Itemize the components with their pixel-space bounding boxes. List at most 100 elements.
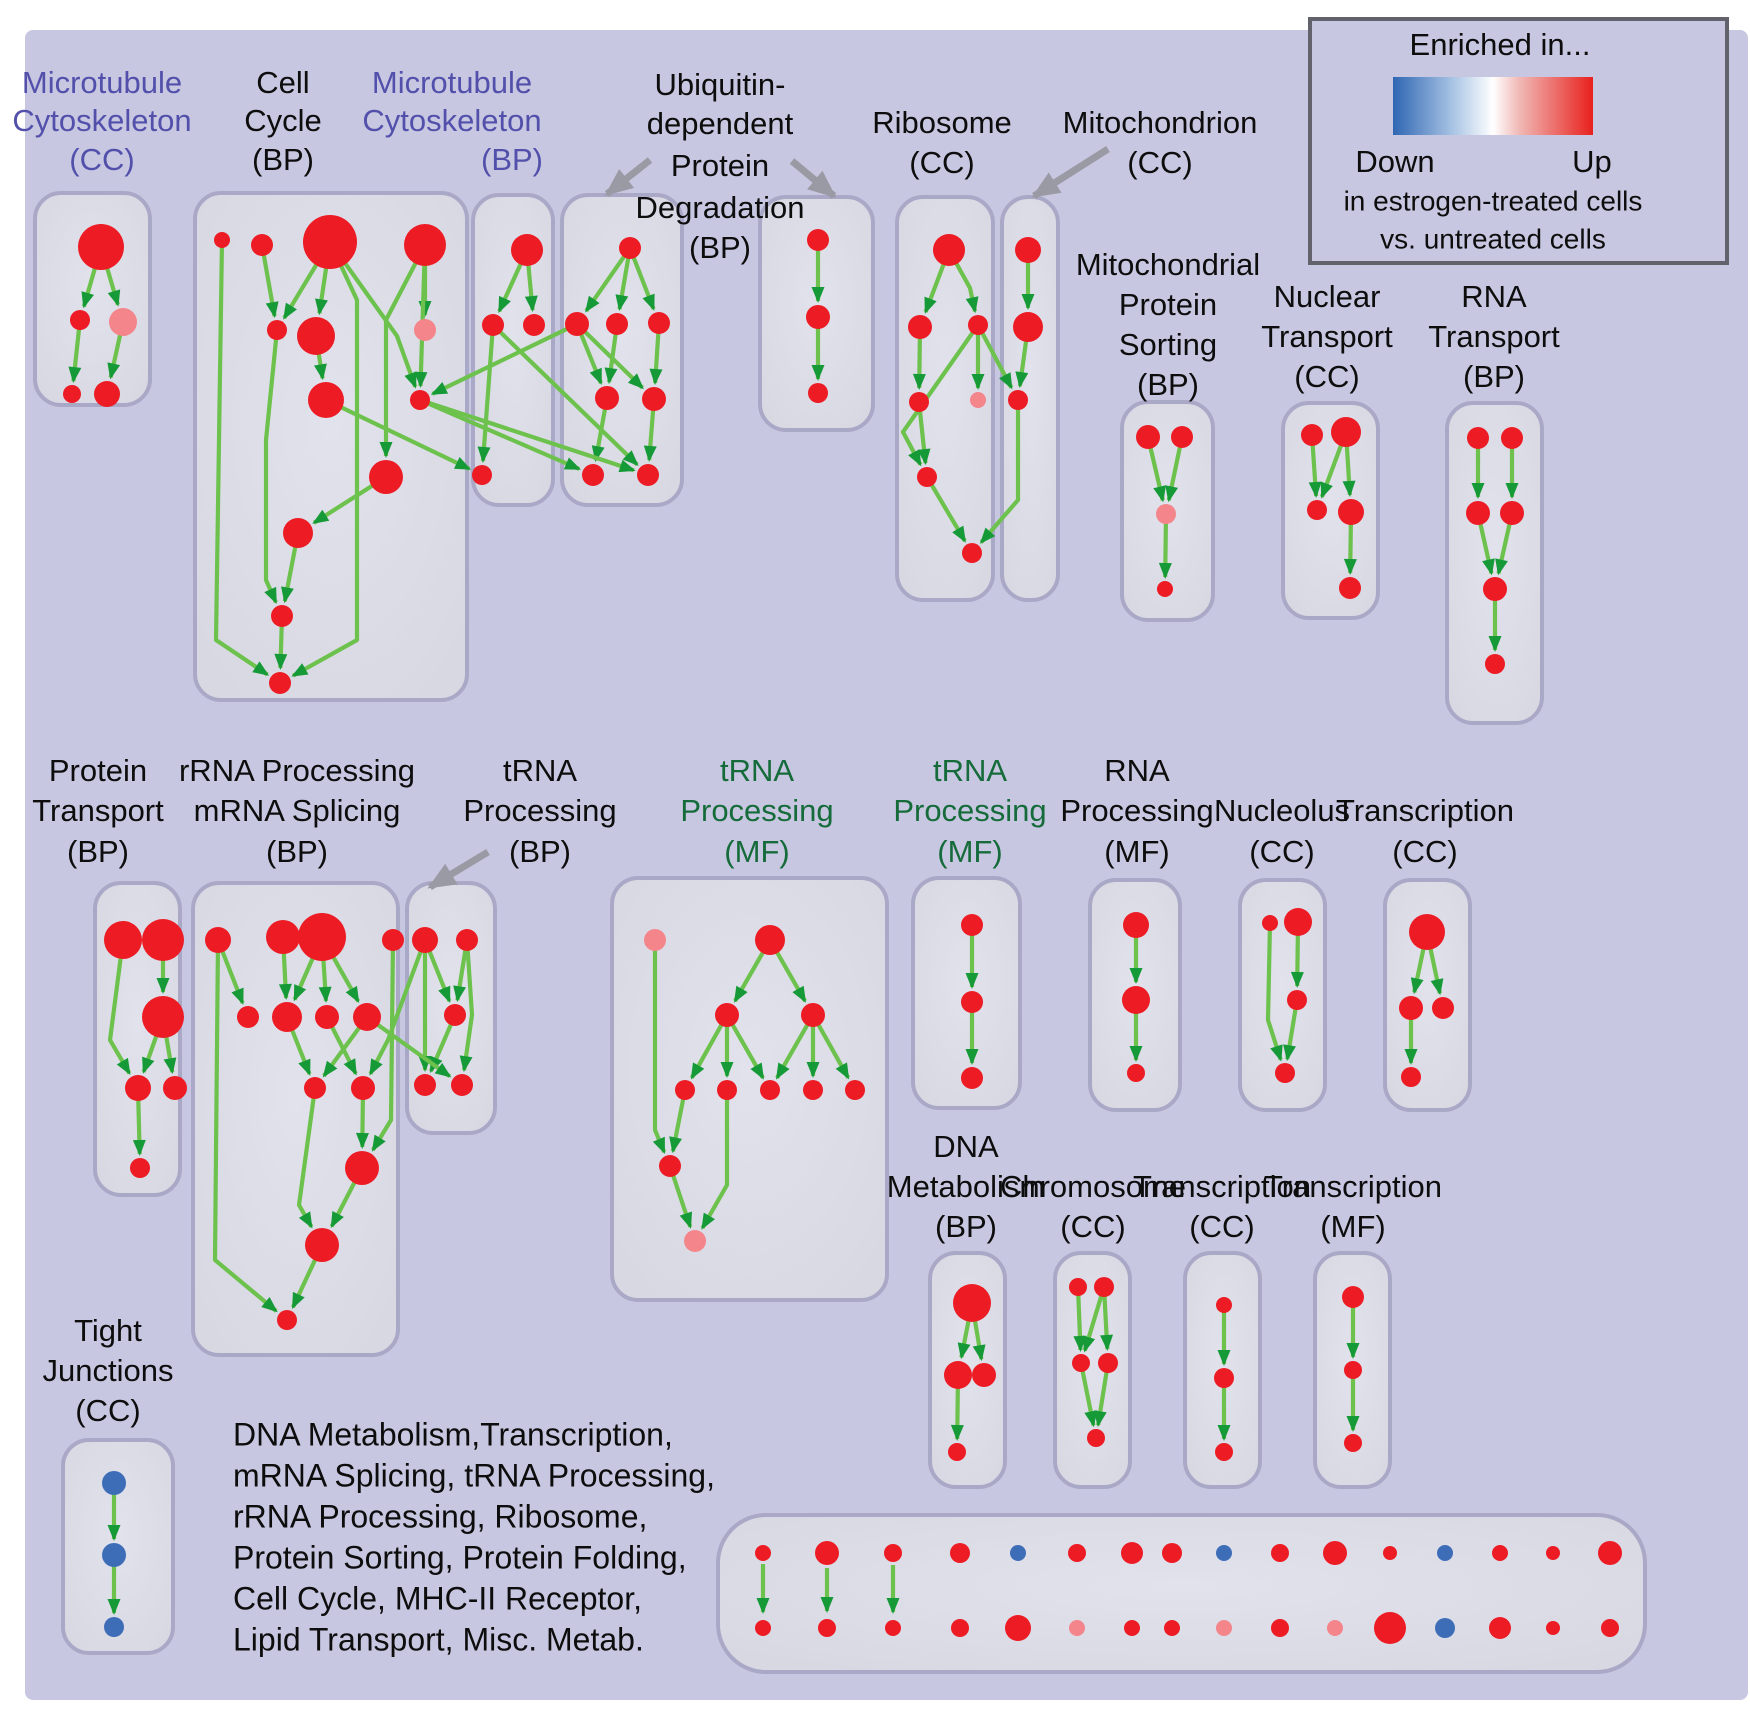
cross-edge bbox=[419, 398, 582, 471]
cluster-label-rrna: mRNA Splicing bbox=[194, 793, 401, 828]
go-term-node-ubiquitin-2 bbox=[806, 305, 830, 329]
go-term-node-trna-mf-1 bbox=[755, 925, 785, 955]
edge-ribosome bbox=[925, 475, 967, 543]
go-term-node-protein-transport bbox=[125, 1075, 151, 1101]
go-term-node-nuclear-transport bbox=[1301, 424, 1323, 446]
go-term-node-cell-cycle bbox=[251, 234, 273, 256]
go-term-node-ubiquitin-1 bbox=[619, 237, 641, 259]
label-pointer-arrow bbox=[789, 158, 837, 199]
label-pointer-arrow bbox=[1031, 146, 1110, 199]
go-term-node-transcription-mf bbox=[1344, 1434, 1362, 1452]
go-term-node-trna-mf-1 bbox=[717, 1080, 737, 1100]
cluster-box-rna-transport bbox=[1445, 401, 1544, 725]
go-term-node-ribosome bbox=[968, 315, 988, 335]
cluster-label-transcription-mf: (MF) bbox=[1320, 1209, 1385, 1244]
go-term-node-cell-cycle bbox=[369, 460, 403, 494]
cluster-label-rna-processing-mf: RNA bbox=[1104, 753, 1170, 788]
go-term-node-mito-sorting bbox=[1156, 504, 1176, 524]
cluster-label-transcription-cc-r2: (CC) bbox=[1392, 834, 1457, 869]
band-node-bottom bbox=[1216, 1620, 1232, 1636]
cluster-label-rrna: rRNA Processing bbox=[179, 753, 415, 788]
cross-edge bbox=[368, 939, 427, 1076]
go-term-node-rna-transport bbox=[1466, 501, 1490, 525]
cluster-label-microtubule-bp: (BP) bbox=[481, 142, 543, 177]
band-node-bottom bbox=[951, 1619, 969, 1637]
go-term-node-dna-metabolism bbox=[972, 1363, 996, 1387]
cluster-label-microtubule-bp: Cytoskeleton bbox=[362, 103, 541, 138]
edge-trna-mf-1 bbox=[700, 1090, 730, 1230]
go-term-node-protein-transport bbox=[142, 919, 184, 961]
cluster-label-mito-sorting: Sorting bbox=[1119, 327, 1217, 362]
edge-trna-mf-1 bbox=[652, 940, 667, 1155]
go-term-node-microtubule-cc bbox=[78, 224, 124, 270]
go-term-node-nucleolus bbox=[1287, 990, 1307, 1010]
go-term-node-protein-transport bbox=[130, 1158, 150, 1178]
go-term-node-mitochondrion bbox=[1015, 237, 1041, 263]
go-term-node-cell-cycle bbox=[410, 390, 430, 410]
go-term-node-microtubule-cc bbox=[70, 310, 90, 330]
go-term-node-ribosome bbox=[909, 392, 929, 412]
go-term-node-chromosome bbox=[1087, 1429, 1105, 1447]
go-term-node-trna-mf-1 bbox=[803, 1080, 823, 1100]
cluster-label-transcription-cc-r2: Transcription bbox=[1336, 793, 1514, 828]
edge-ribosome bbox=[900, 323, 980, 467]
go-term-node-nuclear-transport bbox=[1338, 499, 1364, 525]
edge-ribosome bbox=[916, 401, 931, 466]
band-node-top bbox=[1162, 1543, 1182, 1563]
edge-trna-mf-1 bbox=[669, 1089, 688, 1154]
go-term-node-rna-transport bbox=[1500, 501, 1524, 525]
go-term-node-nucleolus bbox=[1284, 908, 1312, 936]
go-term-node-ubiquitin-2 bbox=[808, 383, 828, 403]
cluster-label-transcription-mf: Transcription bbox=[1264, 1169, 1442, 1204]
go-term-node-microtubule-cc bbox=[94, 381, 120, 407]
cross-edge bbox=[325, 398, 472, 471]
go-term-node-trna-bp bbox=[456, 929, 478, 951]
go-term-node-ribosome bbox=[970, 392, 986, 408]
go-term-node-trna-mf-1 bbox=[659, 1155, 681, 1177]
go-term-node-rna-processing-mf bbox=[1123, 912, 1149, 938]
go-term-node-cell-cycle bbox=[267, 320, 287, 340]
go-term-node-rna-processing-mf bbox=[1122, 986, 1150, 1014]
cluster-label-tight-junctions: Junctions bbox=[43, 1353, 174, 1388]
edge-cell-cycle bbox=[414, 244, 428, 388]
cluster-box-microtubule-bp bbox=[471, 193, 555, 507]
go-term-node-rna-transport bbox=[1483, 577, 1507, 601]
band-node-top bbox=[950, 1543, 970, 1563]
band-node-bottom bbox=[885, 1620, 901, 1636]
go-term-node-rrna bbox=[351, 1076, 375, 1100]
band-node-bottom bbox=[1164, 1620, 1180, 1636]
go-term-node-trna-mf-2 bbox=[961, 914, 983, 936]
go-term-node-chromosome bbox=[1098, 1353, 1118, 1373]
cluster-label-rna-transport: (BP) bbox=[1463, 359, 1525, 394]
edge-microtubule-cc bbox=[68, 319, 83, 384]
band-node-bottom bbox=[1546, 1621, 1560, 1635]
go-term-node-trna-mf-1 bbox=[684, 1230, 706, 1252]
cluster-label-protein-transport: Transport bbox=[32, 793, 164, 828]
cluster-label-protein-transport: Protein bbox=[49, 753, 147, 788]
cluster-label-microtubule-cc: Cytoskeleton bbox=[12, 103, 191, 138]
cluster-label-trna-bp: (BP) bbox=[509, 834, 571, 869]
legend-subtitle-1: in estrogen-treated cells bbox=[1344, 185, 1643, 216]
legend-gradient-bar bbox=[1393, 77, 1593, 135]
cluster-label-mitochondrion: Mitochondrion bbox=[1063, 105, 1258, 140]
go-term-node-protein-transport bbox=[104, 921, 142, 959]
band-node-bottom bbox=[1374, 1612, 1406, 1644]
go-term-node-trna-mf-1 bbox=[715, 1003, 739, 1027]
cluster-label-rna-processing-mf: (MF) bbox=[1104, 834, 1169, 869]
go-term-node-cell-cycle bbox=[271, 605, 293, 627]
go-term-node-rrna bbox=[382, 929, 404, 951]
cluster-label-protein-transport: (BP) bbox=[67, 834, 129, 869]
go-term-node-rna-processing-mf bbox=[1127, 1064, 1145, 1082]
band-node-bottom bbox=[1489, 1617, 1511, 1639]
go-term-node-transcription-cc-r3 bbox=[1215, 1443, 1233, 1461]
go-term-node-rna-transport bbox=[1485, 654, 1505, 674]
edge-ubiquitin-1 bbox=[575, 322, 644, 390]
cluster-label-microtubule-cc: Microtubule bbox=[22, 65, 182, 100]
edge-trna-mf-1 bbox=[725, 1013, 765, 1080]
go-term-node-cell-cycle bbox=[297, 317, 335, 355]
cluster-label-mito-sorting: Mitochondrial bbox=[1076, 247, 1260, 282]
go-term-node-ubiquitin-1 bbox=[648, 312, 670, 334]
band-node-top bbox=[1546, 1546, 1560, 1560]
